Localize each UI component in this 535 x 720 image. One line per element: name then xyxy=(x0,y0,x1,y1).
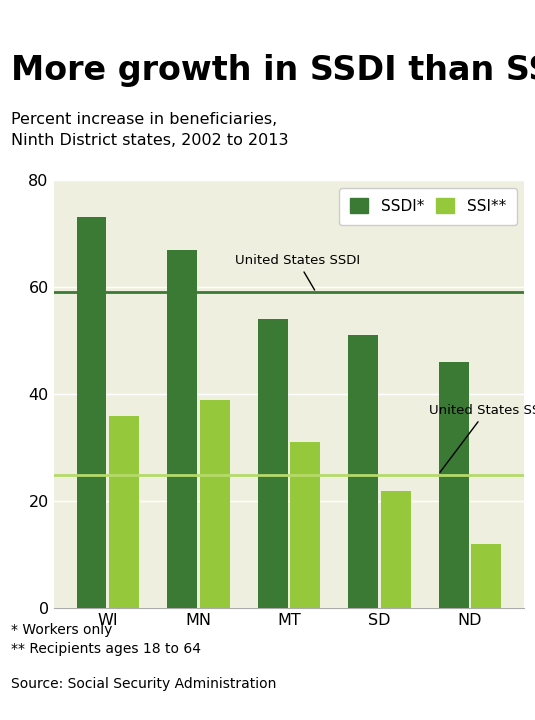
Text: Chart 3: Chart 3 xyxy=(26,19,73,32)
Text: * Workers only: * Workers only xyxy=(11,623,112,636)
Bar xyxy=(439,362,469,608)
Text: ** Recipients ages 18 to 64: ** Recipients ages 18 to 64 xyxy=(11,642,201,656)
Legend: SSDI*, SSI**: SSDI*, SSI** xyxy=(339,188,517,225)
Bar xyxy=(109,415,139,608)
Bar xyxy=(200,400,230,608)
Bar xyxy=(471,544,501,608)
Text: More growth in SSDI than SSI: More growth in SSDI than SSI xyxy=(11,54,535,87)
Bar xyxy=(381,490,411,608)
Bar xyxy=(291,442,320,608)
Bar xyxy=(77,217,106,608)
Text: United States SSDI: United States SSDI xyxy=(234,254,360,290)
Text: United States SSI: United States SSI xyxy=(429,404,535,472)
Bar xyxy=(258,319,287,608)
Bar xyxy=(167,250,197,608)
Text: Source: Social Security Administration: Source: Social Security Administration xyxy=(11,677,276,690)
Text: Percent increase in beneficiaries,
Ninth District states, 2002 to 2013: Percent increase in beneficiaries, Ninth… xyxy=(11,112,288,148)
Bar xyxy=(348,336,378,608)
